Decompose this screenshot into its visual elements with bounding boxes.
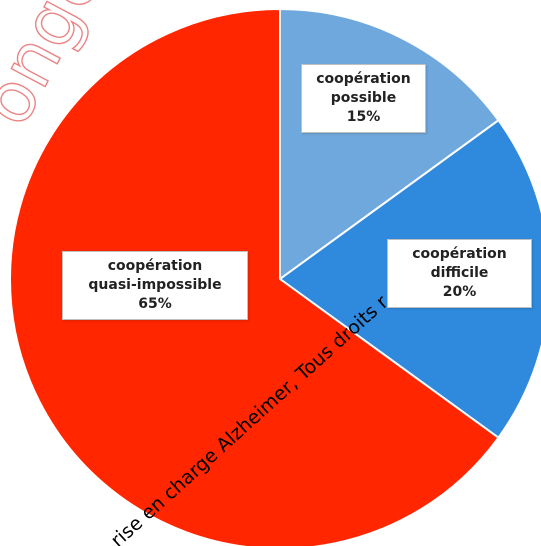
pie-slice-2 — [9, 7, 500, 546]
slice-label-quasi-impossible: coopération quasi-impossible 65% — [62, 251, 248, 320]
slice-label-possible: coopération possible 15% — [301, 64, 426, 133]
slice-label-line: coopération — [316, 71, 411, 87]
slice-label-line: possible — [330, 90, 397, 106]
slice-label-difficile: coopération difficile 20% — [387, 239, 532, 308]
slice-value-label: 65% — [138, 296, 172, 312]
slice-label-line: quasi-impossible — [88, 277, 222, 293]
slice-label-line: difficile — [430, 265, 489, 281]
slice-value-label: 20% — [442, 284, 477, 300]
slice-value-label: 15% — [346, 109, 381, 125]
slice-label-line: coopération — [107, 258, 203, 274]
slice-label-line: coopération — [412, 246, 507, 262]
